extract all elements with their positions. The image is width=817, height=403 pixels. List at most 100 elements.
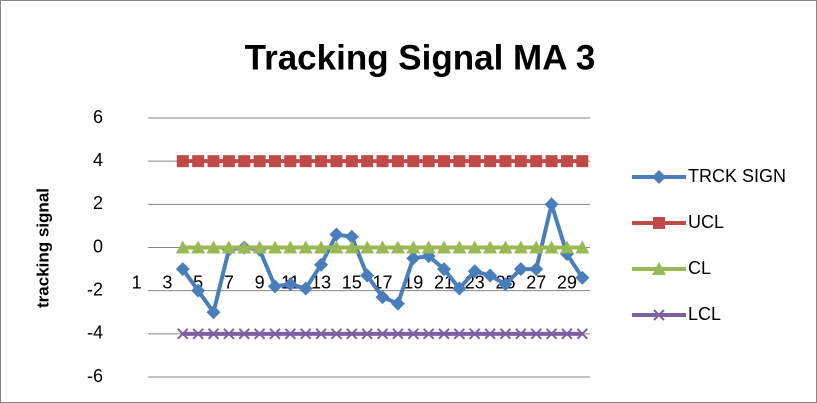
- marker: [267, 279, 282, 294]
- marker: [545, 155, 558, 168]
- marker: [453, 328, 466, 340]
- marker: [344, 229, 359, 244]
- x-tick-label: 5: [193, 272, 203, 292]
- marker: [284, 155, 297, 168]
- marker: [175, 240, 190, 254]
- marker: [346, 328, 358, 340]
- marker: [406, 240, 421, 254]
- marker: [468, 155, 481, 168]
- marker: [407, 155, 420, 168]
- y-tick-label: 6: [93, 107, 103, 127]
- marker: [652, 170, 666, 184]
- marker: [283, 277, 298, 292]
- marker: [300, 328, 312, 340]
- marker: [345, 155, 358, 168]
- legend-item: TRCK SIGN: [632, 166, 786, 186]
- marker: [437, 262, 452, 277]
- marker: [469, 328, 481, 340]
- y-axis-label: tracking signal: [33, 188, 52, 308]
- marker: [652, 262, 666, 275]
- marker: [268, 155, 281, 168]
- marker: [513, 262, 528, 277]
- marker: [253, 328, 266, 340]
- y-tick-label: 4: [93, 150, 103, 170]
- marker: [544, 197, 559, 212]
- legend-label: LCL: [688, 304, 721, 324]
- legend-label: UCL: [688, 212, 724, 232]
- marker: [437, 240, 452, 254]
- y-tick-label: 2: [93, 193, 103, 213]
- marker: [207, 155, 220, 168]
- marker: [360, 268, 375, 283]
- marker: [298, 240, 313, 254]
- marker: [406, 251, 421, 266]
- marker: [344, 240, 359, 254]
- marker: [376, 155, 389, 168]
- marker: [284, 328, 297, 340]
- marker: [499, 328, 512, 340]
- marker: [514, 155, 527, 168]
- marker: [560, 155, 573, 168]
- marker: [421, 240, 436, 254]
- marker: [375, 290, 390, 305]
- x-tick-label: 27: [526, 272, 546, 292]
- x-tick-label: 13: [311, 272, 331, 292]
- marker: [529, 262, 544, 277]
- marker: [375, 240, 390, 254]
- marker: [269, 328, 281, 340]
- marker: [330, 155, 343, 168]
- x-tick-label: 29: [557, 272, 577, 292]
- marker: [206, 305, 221, 320]
- marker: [422, 155, 435, 168]
- legend-item: UCL: [632, 212, 724, 232]
- x-tick-label: 15: [342, 272, 362, 292]
- marker: [390, 296, 405, 311]
- marker: [559, 240, 574, 254]
- x-tick-label: 1: [132, 272, 142, 292]
- marker: [575, 270, 590, 285]
- marker: [467, 240, 482, 254]
- marker: [467, 264, 482, 279]
- marker: [653, 309, 665, 321]
- marker: [177, 328, 189, 340]
- chart-title: Tracking Signal MA 3: [245, 38, 596, 77]
- marker: [422, 328, 435, 340]
- marker: [252, 240, 267, 254]
- x-tick-label: 9: [255, 272, 265, 292]
- marker: [314, 240, 329, 254]
- marker: [452, 240, 467, 254]
- marker: [576, 328, 589, 340]
- marker: [237, 240, 252, 254]
- marker: [575, 240, 590, 254]
- marker: [314, 257, 329, 272]
- marker: [499, 155, 512, 168]
- y-tick-label: -2: [87, 279, 103, 299]
- marker: [283, 240, 298, 254]
- x-tick-label: 3: [162, 272, 172, 292]
- marker: [390, 240, 405, 254]
- marker: [530, 155, 543, 168]
- marker: [206, 240, 221, 254]
- y-tick-label: -6: [87, 366, 103, 386]
- marker: [529, 240, 544, 254]
- marker: [391, 155, 404, 168]
- marker: [513, 240, 528, 254]
- legend-label: TRCK SIGN: [688, 166, 786, 186]
- marker: [267, 240, 282, 254]
- legend-label: CL: [688, 258, 711, 278]
- marker: [544, 240, 559, 254]
- marker: [329, 240, 344, 254]
- marker: [407, 328, 419, 340]
- marker: [498, 277, 513, 292]
- marker: [299, 155, 312, 168]
- marker: [315, 155, 328, 168]
- marker: [376, 328, 389, 340]
- marker: [653, 217, 665, 229]
- marker: [175, 262, 190, 277]
- marker: [515, 328, 527, 340]
- marker: [222, 155, 235, 168]
- marker: [483, 240, 498, 254]
- legend-item: LCL: [632, 304, 721, 324]
- marker: [360, 240, 375, 254]
